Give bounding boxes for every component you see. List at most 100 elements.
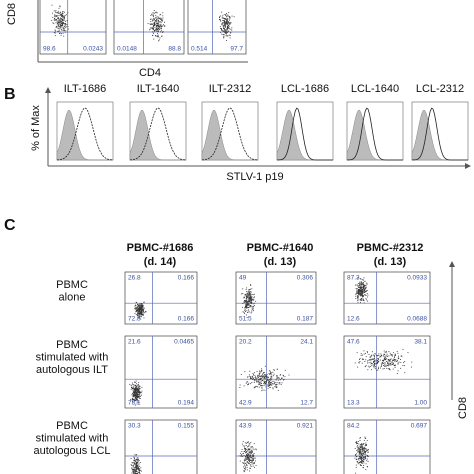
event-dot (367, 451, 369, 453)
event-dot (250, 453, 252, 455)
event-dot (139, 308, 141, 310)
event-dot (366, 450, 368, 452)
event-dot (358, 361, 360, 363)
event-dot (246, 442, 248, 444)
event-dot (272, 388, 274, 390)
event-dot (386, 361, 388, 362)
control-histogram (411, 109, 468, 161)
event-dot (253, 298, 255, 300)
event-dot (145, 311, 146, 312)
event-dot (367, 365, 369, 367)
event-dot (356, 291, 357, 293)
event-dot (61, 13, 63, 15)
event-dot (360, 458, 362, 460)
event-dot (152, 18, 154, 20)
event-dot (276, 381, 278, 383)
event-dot (59, 23, 61, 25)
event-dot (248, 458, 250, 459)
event-dot (263, 384, 265, 386)
event-dot (359, 298, 361, 300)
event-dot (364, 287, 366, 289)
event-dot (245, 297, 247, 299)
event-dot (354, 362, 356, 364)
event-dot (249, 294, 251, 295)
event-dot (223, 27, 224, 29)
event-dot (363, 279, 364, 281)
event-dot (55, 12, 57, 14)
event-dot (133, 389, 135, 391)
event-dot (138, 308, 140, 310)
event-dot (246, 453, 248, 455)
event-dot (356, 289, 358, 291)
event-dot (361, 460, 363, 461)
event-dot (155, 20, 156, 22)
event-dot (396, 373, 398, 375)
event-dot (137, 459, 139, 461)
event-dot (64, 30, 65, 32)
quadrant-value: 0.166 (178, 316, 195, 323)
event-dot (135, 391, 137, 392)
event-dot (61, 19, 63, 20)
event-dot (134, 398, 136, 400)
event-dot (154, 35, 156, 36)
event-dot (223, 26, 225, 28)
event-dot (138, 394, 140, 395)
event-dot (393, 358, 395, 360)
event-dot (388, 363, 389, 365)
event-dot (362, 460, 364, 462)
event-dot (368, 354, 370, 355)
event-dot (361, 283, 363, 285)
plot-frame (343, 271, 431, 325)
event-dot (250, 305, 252, 307)
event-dot (269, 386, 271, 388)
event-dot (131, 468, 133, 470)
quadrant-value: 0.0688 (407, 316, 427, 323)
event-dot (137, 310, 139, 312)
event-dot (135, 463, 137, 464)
event-dot (248, 455, 250, 457)
event-dot (392, 368, 394, 370)
event-dot (247, 301, 249, 303)
event-dot (263, 374, 265, 376)
event-dot (356, 460, 358, 462)
event-dot (132, 390, 134, 392)
event-dot (374, 355, 376, 357)
event-dot (141, 308, 143, 310)
event-dot (361, 287, 363, 289)
event-dot (271, 374, 273, 376)
event-dot (224, 18, 226, 20)
event-dot (365, 437, 367, 439)
event-dot (245, 455, 247, 457)
event-dot (361, 279, 363, 281)
event-dot (260, 385, 262, 387)
event-dot (258, 380, 260, 382)
event-dot (274, 384, 276, 385)
event-dot (131, 387, 133, 389)
event-dot (386, 355, 388, 357)
event-dot (384, 361, 386, 363)
event-dot (250, 297, 252, 299)
event-dot (134, 464, 136, 466)
event-dot (225, 29, 227, 31)
event-dot (374, 364, 376, 366)
event-dot (362, 359, 364, 360)
event-dot (152, 16, 154, 17)
event-dot (371, 365, 373, 367)
event-dot (362, 450, 364, 452)
event-dot (137, 390, 139, 392)
event-dot (365, 286, 367, 288)
event-dot (137, 395, 139, 397)
event-dot (361, 282, 363, 284)
event-dot (247, 290, 249, 292)
event-dot (219, 15, 221, 17)
event-dot (359, 457, 361, 459)
event-dot (60, 27, 62, 29)
event-dot (130, 399, 132, 401)
event-dot (365, 448, 367, 450)
event-dot (138, 306, 140, 308)
event-dot (229, 17, 231, 19)
event-dot (247, 384, 249, 386)
event-dot (360, 283, 362, 285)
event-dot (379, 356, 381, 358)
event-dot (223, 25, 225, 27)
